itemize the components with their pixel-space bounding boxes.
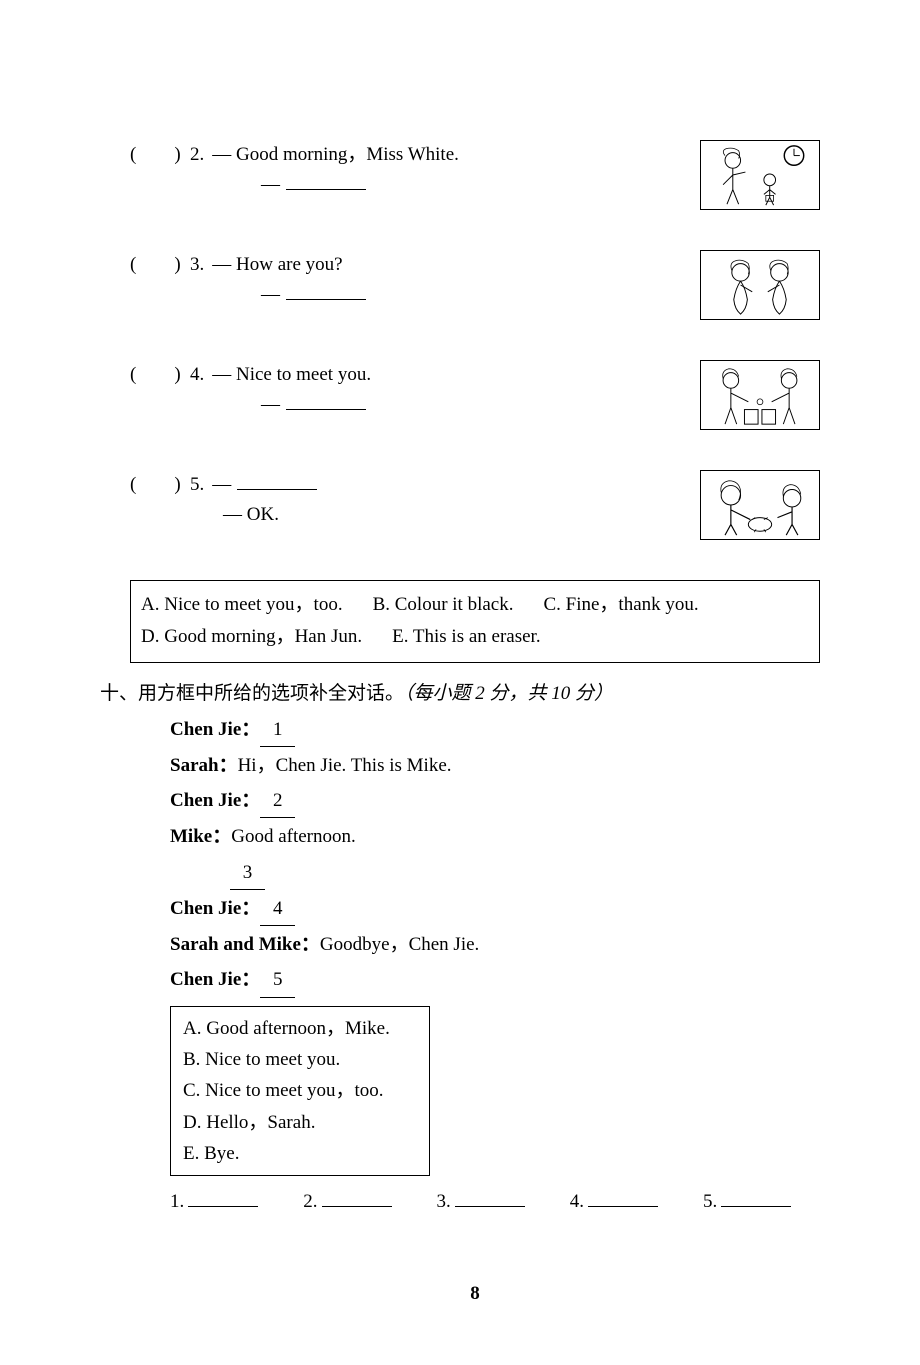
answer-blank-4[interactable] (588, 1188, 658, 1207)
question-5: ( )5. — — OK. (130, 470, 820, 540)
dialog-text: Hi，Chen Jie. This is Mike. (238, 755, 452, 776)
option-d: D. Good morning，Han Jun. (141, 621, 362, 653)
option-d: D. Hello，Sarah. (183, 1107, 417, 1138)
dialog-blank-4[interactable]: 4 (260, 892, 295, 926)
response-dash: — (185, 394, 280, 415)
speaker-chen-jie: Chen Jie： (170, 898, 260, 919)
dialog-text: Good afternoon. (231, 826, 356, 847)
question-4: ( )4. — Nice to meet you. — (130, 360, 820, 430)
dialog-prompt: — Nice to meet you. (212, 364, 371, 385)
illustration-q4 (700, 360, 820, 430)
question-number: 4. (190, 364, 204, 385)
option-c: C. Fine，thank you. (543, 589, 698, 621)
question-4-text: ( )4. — Nice to meet you. — (130, 360, 700, 421)
answer-paren[interactable]: ( ) (130, 360, 190, 390)
answer-label-4: 4. (570, 1191, 584, 1213)
options-box-1: A. Nice to meet you，too. B. Colour it bl… (130, 580, 820, 663)
answer-blank-2[interactable] (322, 1188, 392, 1207)
question-number: 2. (190, 144, 204, 165)
illustration-q3 (700, 250, 820, 320)
answer-blank-1[interactable] (188, 1188, 258, 1207)
section-title: 用方框中所给的选项补全对话。 (138, 683, 404, 704)
options-box-2: A. Good afternoon，Mike. B. Nice to meet … (170, 1006, 430, 1177)
answer-paren[interactable]: ( ) (130, 250, 190, 280)
question-5-text: ( )5. — — OK. (130, 470, 700, 531)
question-number: 5. (190, 474, 204, 495)
answer-paren[interactable]: ( ) (130, 470, 190, 500)
illustration-q2 (700, 140, 820, 210)
speaker-chen-jie: Chen Jie： (170, 790, 260, 811)
answer-blank[interactable] (286, 171, 366, 190)
dialog-blank-5[interactable]: 5 (260, 963, 295, 997)
answer-label-1: 1. (170, 1191, 184, 1213)
answer-blank[interactable] (286, 281, 366, 300)
speaker-chen-jie: Chen Jie： (170, 969, 260, 990)
page-number: 8 (130, 1283, 820, 1305)
answer-blank[interactable] (237, 471, 317, 490)
dialog-blank-1[interactable]: 1 (260, 713, 295, 747)
question-number: 3. (190, 254, 204, 275)
answer-blank-3[interactable] (455, 1188, 525, 1207)
answer-label-2: 2. (303, 1191, 317, 1213)
option-a: A. Good afternoon，Mike. (183, 1013, 417, 1044)
option-b: B. Nice to meet you. (183, 1044, 417, 1075)
answer-blank-5[interactable] (721, 1188, 791, 1207)
question-3-text: ( )3. — How are you? — (130, 250, 700, 311)
option-e: E. This is an eraser. (392, 621, 540, 653)
speaker-sarah: Sarah： (170, 755, 238, 776)
option-b: B. Colour it black. (373, 589, 514, 621)
section-header: 十、用方框中所给的选项补全对话。（每小题 2 分，共 10 分） (100, 678, 820, 705)
answer-label-5: 5. (703, 1191, 717, 1213)
response-dash: — (185, 174, 280, 195)
dialog-prompt: — How are you? (212, 254, 342, 275)
response-line: — OK. (223, 504, 279, 525)
dialog-prompt: — Good morning，Miss White. (212, 144, 459, 165)
answer-paren[interactable]: ( ) (130, 140, 190, 170)
dialog-text: Goodbye，Chen Jie. (320, 934, 479, 955)
option-e: E. Bye. (183, 1138, 417, 1169)
illustration-q5 (700, 470, 820, 540)
question-3: ( )3. — How are you? — (130, 250, 820, 320)
question-2: ( )2. — Good morning，Miss White. — (130, 140, 820, 210)
question-2-text: ( )2. — Good morning，Miss White. — (130, 140, 700, 201)
option-a: A. Nice to meet you，too. (141, 589, 343, 621)
response-dash: — (185, 284, 280, 305)
dialog-prompt: — (212, 474, 231, 495)
dialog-blank-2[interactable]: 2 (260, 784, 295, 818)
answer-blank[interactable] (286, 391, 366, 410)
answer-label-3: 3. (437, 1191, 451, 1213)
speaker-sarah-mike: Sarah and Mike： (170, 934, 320, 955)
speaker-chen-jie: Chen Jie： (170, 719, 260, 740)
dialog-blank-3[interactable]: 3 (230, 856, 265, 890)
section-note: （每小题 2 分，共 10 分） (404, 683, 613, 704)
section-number: 十、 (100, 683, 138, 704)
option-c: C. Nice to meet you，too. (183, 1075, 417, 1106)
answer-row: 1. 2. 3. 4. 5. (170, 1188, 820, 1213)
speaker-mike: Mike： (170, 826, 231, 847)
dialog-block: Chen Jie：1 Sarah：Hi，Chen Jie. This is Mi… (170, 713, 820, 998)
